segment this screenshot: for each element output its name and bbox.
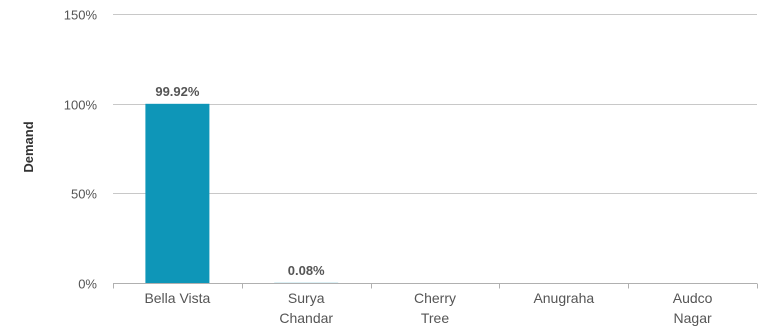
x-tick-label: Bella Vista	[144, 290, 210, 306]
data-label: 99.92%	[155, 84, 200, 99]
data-label: 0.08%	[288, 263, 325, 278]
y-tick-label: 50%	[71, 187, 97, 202]
y-axis-title: Demand	[21, 121, 36, 172]
y-tick-label: 150%	[64, 8, 98, 23]
bar	[145, 103, 210, 283]
x-tick-label: Anugraha	[533, 290, 594, 306]
x-tick-label: Surya Chandar	[279, 290, 333, 326]
data-labels: 99.92% 0.08%	[155, 84, 325, 278]
y-axis-ticks: 0% 50% 100% 150%	[64, 8, 98, 292]
x-tick-label: Cherry Tree	[414, 290, 456, 326]
x-axis-ticks: Bella Vista Surya Chandar Cherry Tree Anugrah…	[144, 290, 712, 326]
gridlines	[113, 14, 758, 289]
x-tick-label: Audco Nagar	[673, 290, 713, 326]
y-tick-label: 100%	[64, 98, 98, 113]
y-tick-label: 0%	[78, 277, 97, 292]
bars	[145, 103, 339, 283]
